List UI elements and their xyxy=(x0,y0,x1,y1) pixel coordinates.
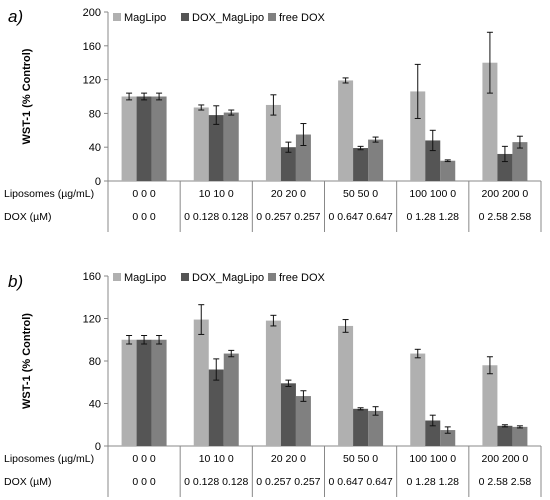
y-tick-label: 200 xyxy=(83,7,101,19)
y-tick-label: 160 xyxy=(83,41,101,53)
bar-dox-maglipo-4 xyxy=(353,148,369,181)
legend-swatch xyxy=(113,273,121,281)
bar-dox-maglipo-6 xyxy=(497,425,513,446)
y-axis-title: WST-1 (% Control) xyxy=(21,313,33,409)
bar-free-dox-6 xyxy=(512,426,528,446)
bar-free-dox-4 xyxy=(368,410,384,446)
table-cell: 0 0.647 0.647 xyxy=(328,476,392,488)
bar-maglipo-4 xyxy=(338,325,354,446)
bar-maglipo-2 xyxy=(193,319,209,446)
bar-free-dox-4 xyxy=(368,139,384,181)
legend-swatch xyxy=(113,13,121,21)
bar-maglipo-4 xyxy=(338,80,354,181)
table-cell: 0 0 0 xyxy=(132,211,156,223)
legend-label: DOX_MagLipo xyxy=(192,12,264,24)
bar-dox-maglipo-2 xyxy=(208,115,224,181)
bar-dox-maglipo-6 xyxy=(497,153,513,181)
table-cell: 200 200 0 xyxy=(482,453,529,465)
legend-label: free DOX xyxy=(279,12,326,24)
bar-free-dox-3 xyxy=(295,134,311,181)
table-cell: 0 0 0 xyxy=(132,476,156,488)
y-tick-label: 40 xyxy=(89,142,101,154)
bar-maglipo-5 xyxy=(410,91,426,181)
legend-label: MagLipo xyxy=(124,272,166,284)
bar-free-dox-3 xyxy=(295,396,311,446)
bar-maglipo-3 xyxy=(265,104,281,181)
bar-dox-maglipo-3 xyxy=(280,147,296,181)
table-cell: 0 0.257 0.257 xyxy=(256,476,320,488)
table-cell: 10 10 0 xyxy=(199,188,234,200)
legend-swatch xyxy=(268,13,276,21)
table-cell: 10 10 0 xyxy=(199,453,234,465)
y-tick-label: 0 xyxy=(95,176,101,188)
bar-dox-maglipo-2 xyxy=(208,369,224,446)
chart-panel-b: b) 0 40 80 120 160 WST-1 (% Control) Liposomes … xyxy=(4,271,542,497)
table-row-label: DOX (µM) xyxy=(4,476,51,488)
table-cell: 0 0 0 xyxy=(132,453,156,465)
y-axis-title: WST-1 (% Control) xyxy=(21,48,33,144)
bar-maglipo-2 xyxy=(193,107,209,181)
table-cell: 20 20 0 xyxy=(271,188,306,200)
legend-swatch xyxy=(181,13,189,21)
legend-swatch xyxy=(268,273,276,281)
table-cell: 0 0.257 0.257 xyxy=(256,211,320,223)
table-row-label: DOX (µM) xyxy=(4,211,51,223)
bar-dox-maglipo-4 xyxy=(353,408,369,446)
bar-maglipo-3 xyxy=(265,320,281,446)
y-tick-label: 0 xyxy=(95,441,101,453)
table-cell: 0 0.128 0.128 xyxy=(184,476,248,488)
table-cell: 100 100 0 xyxy=(409,188,456,200)
bar-free-dox-2 xyxy=(223,353,239,446)
legend-label: free DOX xyxy=(279,272,326,284)
bar-maglipo-1 xyxy=(121,339,137,446)
table-cell: 200 200 0 xyxy=(482,188,529,200)
bar-free-dox-1 xyxy=(151,339,167,446)
table-cell: 0 1.28 1.28 xyxy=(406,476,459,488)
table-cell: 50 50 0 xyxy=(343,453,378,465)
table-cell: 0 0.647 0.647 xyxy=(328,211,392,223)
bar-maglipo-6 xyxy=(482,365,498,446)
legend-label: MagLipo xyxy=(124,12,166,24)
table-cell: 0 2.58 2.58 xyxy=(479,476,532,488)
table-cell: 0 0.128 0.128 xyxy=(184,211,248,223)
table-cell: 50 50 0 xyxy=(343,188,378,200)
bar-dox-maglipo-1 xyxy=(136,96,152,181)
y-tick-label: 160 xyxy=(83,271,101,283)
bar-free-dox-5 xyxy=(440,160,456,181)
table-row-label: Liposomes (µg/mL) xyxy=(4,453,94,465)
bar-dox-maglipo-3 xyxy=(280,383,296,446)
bar-maglipo-5 xyxy=(410,353,426,446)
table-cell: 0 0 0 xyxy=(132,188,156,200)
panel-label: a) xyxy=(8,7,23,26)
y-tick-label: 120 xyxy=(83,314,101,326)
y-tick-label: 40 xyxy=(89,399,101,411)
bar-dox-maglipo-1 xyxy=(136,339,152,446)
table-cell: 0 1.28 1.28 xyxy=(406,211,459,223)
panel-label: b) xyxy=(8,272,23,291)
chart-panel-a: a) 0 40 80 120 160 200 WST-1 (% Control) Liposom… xyxy=(4,7,542,232)
table-cell: 0 2.58 2.58 xyxy=(479,211,532,223)
bar-dox-maglipo-5 xyxy=(425,140,441,181)
legend-swatch xyxy=(181,273,189,281)
bar-free-dox-5 xyxy=(440,430,456,446)
bar-dox-maglipo-5 xyxy=(425,420,441,446)
y-tick-label: 80 xyxy=(89,356,101,368)
bar-free-dox-6 xyxy=(512,142,528,181)
bar-free-dox-1 xyxy=(151,96,167,181)
table-cell: 100 100 0 xyxy=(409,453,456,465)
table-cell: 20 20 0 xyxy=(271,453,306,465)
bar-maglipo-1 xyxy=(121,96,137,181)
table-row-label: Liposomes (µg/mL) xyxy=(4,188,94,200)
legend-label: DOX_MagLipo xyxy=(192,272,264,284)
bar-free-dox-2 xyxy=(223,112,239,181)
bar-maglipo-6 xyxy=(482,62,498,182)
y-tick-label: 80 xyxy=(89,108,101,120)
y-tick-label: 120 xyxy=(83,75,101,87)
